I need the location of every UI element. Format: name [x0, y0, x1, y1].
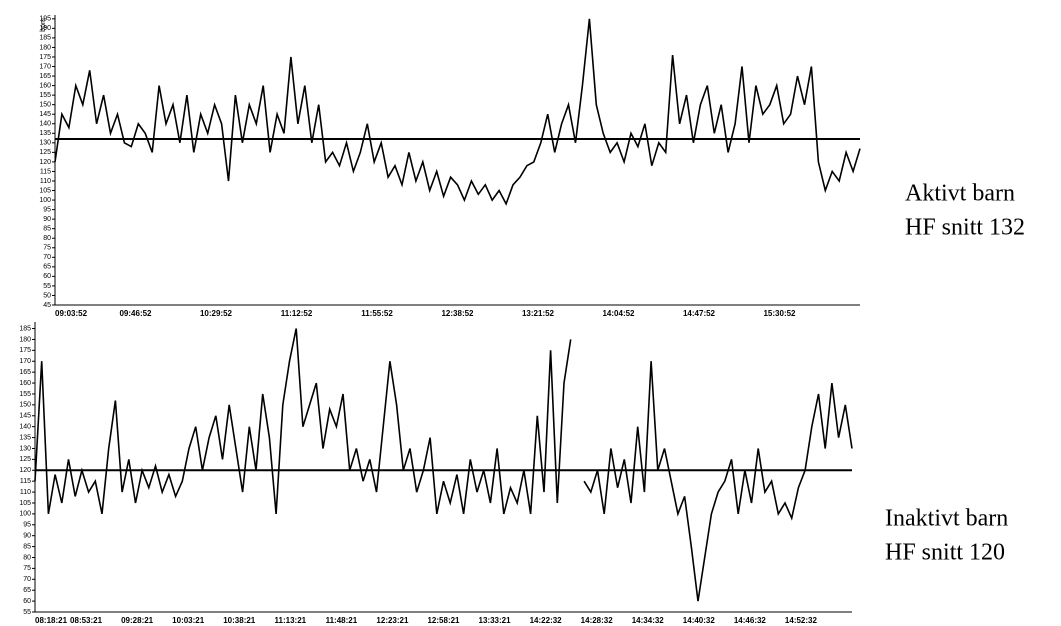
x-tick-label: 10:29:52 — [200, 309, 233, 318]
y-tick-label: 80 — [43, 235, 51, 242]
y-tick-label: 80 — [23, 554, 31, 561]
x-tick-label: 11:13:21 — [275, 616, 307, 625]
y-tick-label: 195 — [39, 16, 51, 23]
y-tick-label: 175 — [19, 347, 31, 354]
y-tick-label: 190 — [39, 25, 51, 32]
y-tick-label: 175 — [39, 54, 51, 61]
y-tick-label: 160 — [39, 82, 51, 89]
y-tick-label: 110 — [40, 178, 51, 185]
annotation: Inaktivt barn — [885, 506, 1008, 532]
y-tick-label: 65 — [23, 587, 31, 594]
x-tick-label: 11:12:52 — [281, 309, 313, 318]
line — [583, 361, 853, 602]
y-tick-label: 105 — [39, 187, 51, 194]
y-tick-label: 145 — [19, 413, 31, 420]
y-tick-label: 100 — [39, 197, 51, 204]
y-tick-label: 50 — [43, 292, 51, 299]
x-tick-label: 14:34:32 — [632, 616, 665, 625]
y-tick-label: 45 — [43, 302, 51, 309]
y-tick-label: 155 — [39, 92, 51, 99]
y-tick-label: 105 — [19, 500, 31, 507]
y-tick-label: 155 — [19, 391, 31, 398]
x-tick-label: 10:03:21 — [172, 616, 205, 625]
y-tick-label: 60 — [43, 273, 51, 280]
y-tick-label: 55 — [23, 609, 31, 616]
y-tick-label: 65 — [43, 264, 51, 271]
y-tick-label: 55 — [43, 283, 51, 290]
y-tick-label: 130 — [39, 140, 51, 147]
x-tick-label: 14:47:52 — [683, 309, 716, 318]
y-tick-label: 70 — [43, 254, 51, 261]
x-tick-label: 14:22:32 — [530, 616, 563, 625]
y-tick-label: 115 — [20, 478, 31, 485]
y-tick-label: 125 — [39, 149, 51, 156]
x-tick-label: 14:04:52 — [602, 309, 635, 318]
y-tick-label: 90 — [43, 216, 51, 223]
y-tick-label: 130 — [19, 445, 31, 452]
y-tick-label: 135 — [39, 130, 51, 137]
line — [54, 18, 861, 206]
x-tick-label: 14:46:32 — [734, 616, 767, 625]
x-tick-label: 09:46:52 — [119, 309, 152, 318]
y-tick-label: 165 — [39, 73, 51, 80]
y-tick-label: 180 — [19, 336, 31, 343]
y-tick-label: 150 — [19, 402, 31, 409]
x-tick-label: 08:53:21 — [70, 616, 103, 625]
x-tick-label: 14:52:32 — [785, 616, 818, 625]
y-tick-label: 125 — [19, 456, 31, 463]
x-tick-label: 09:03:52 — [55, 309, 88, 318]
x-tick-label: 12:38:52 — [441, 309, 474, 318]
x-tick-label: 13:33:21 — [479, 616, 512, 625]
x-tick-label: 12:23:21 — [376, 616, 409, 625]
y-tick-label: 60 — [23, 598, 31, 605]
x-tick-label: 12:58:21 — [427, 616, 460, 625]
y-tick-label: 120 — [19, 467, 31, 474]
annotation: HF snitt 132 — [905, 215, 1025, 241]
y-tick-label: 140 — [19, 424, 31, 431]
y-tick-label: 170 — [19, 358, 31, 365]
line — [34, 328, 572, 515]
x-tick-label: 08:18:21 — [35, 616, 68, 625]
y-tick-label: 135 — [19, 434, 31, 441]
y-tick-label: 85 — [43, 226, 51, 233]
x-tick-label: 09:28:21 — [121, 616, 154, 625]
y-tick-label: 145 — [39, 111, 51, 118]
x-tick-label: 10:38:21 — [223, 616, 256, 625]
y-tick-label: 95 — [43, 206, 51, 213]
x-tick-label: 14:40:32 — [683, 616, 716, 625]
x-tick-label: 15:30:52 — [763, 309, 796, 318]
annotation: Aktivt barn — [905, 181, 1015, 207]
y-tick-label: 75 — [43, 245, 51, 252]
y-tick-label: 150 — [39, 102, 51, 109]
y-tick-label: 165 — [19, 369, 31, 376]
y-tick-label: 185 — [39, 35, 51, 42]
y-tick-label: 185 — [19, 325, 31, 332]
annotation: HF snitt 120 — [885, 540, 1005, 566]
y-tick-label: 140 — [39, 121, 51, 128]
y-tick-label: 95 — [23, 522, 31, 529]
y-axis-label: bpm — [40, 18, 47, 32]
y-tick-label: 110 — [20, 489, 31, 496]
y-tick-label: 160 — [19, 380, 31, 387]
y-tick-label: 170 — [39, 63, 51, 70]
x-tick-label: 11:55:52 — [361, 309, 393, 318]
y-tick-label: 85 — [23, 543, 31, 550]
y-tick-label: 75 — [23, 565, 31, 572]
y-tick-label: 70 — [23, 576, 31, 583]
y-tick-label: 115 — [40, 168, 51, 175]
y-tick-label: 100 — [19, 511, 31, 518]
y-tick-label: 120 — [39, 159, 51, 166]
x-tick-label: 14:28:32 — [581, 616, 614, 625]
x-tick-label: 13:21:52 — [522, 309, 555, 318]
y-tick-label: 90 — [23, 533, 31, 540]
x-tick-label: 11:48:21 — [326, 616, 358, 625]
y-tick-label: 180 — [39, 44, 51, 51]
